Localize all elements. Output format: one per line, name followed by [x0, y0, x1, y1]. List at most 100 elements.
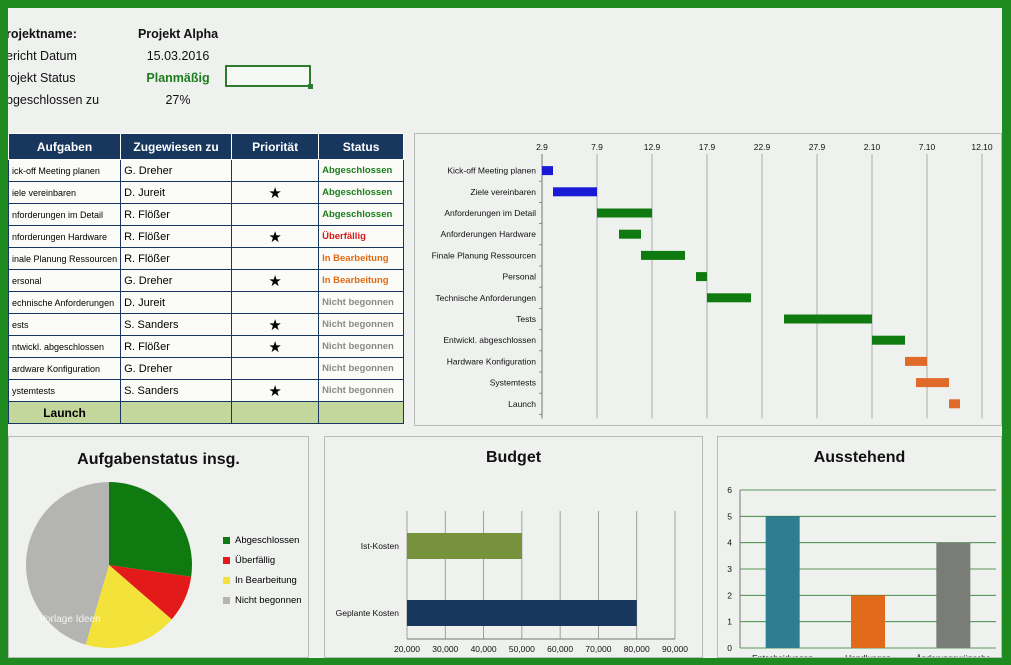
priority-cell[interactable]: ★	[231, 269, 320, 292]
table-row: inale Planung Ressourcen R. Flößer In Bear…	[8, 247, 405, 270]
gantt-bar[interactable]	[641, 250, 685, 260]
status-cell[interactable]: Abgeschlossen	[318, 159, 405, 182]
gantt-bar[interactable]	[905, 356, 927, 366]
priority-cell[interactable]	[231, 247, 320, 270]
project-status-value[interactable]: Planmäßig	[146, 71, 210, 85]
pie-slice[interactable]	[109, 482, 193, 577]
pending-tick-label: 3	[727, 564, 732, 574]
task-cell[interactable]: ntwickl. abgeschlossen	[8, 335, 122, 358]
task-cell[interactable]: echnische Anforderungen	[8, 291, 122, 314]
status-cell[interactable]: Nicht begonnen	[318, 379, 405, 402]
gantt-chart[interactable]: 2.9 7.9 12.9 17.9 22.9 27.9 2.10 7.10 12.10 Kick-…	[414, 133, 1002, 426]
report-date-value[interactable]: 15.03.2016	[146, 49, 210, 63]
task-cell[interactable]: ests	[8, 313, 122, 336]
assignee-cell[interactable]: R. Flößer	[120, 247, 233, 270]
launch-cell[interactable]: Launch	[8, 401, 122, 424]
gantt-bar[interactable]	[949, 399, 960, 409]
assignee-cell[interactable]: R. Flößer	[120, 225, 233, 248]
gantt-bar[interactable]	[597, 208, 652, 218]
status-cell[interactable]: Nicht begonnen	[318, 291, 405, 314]
priority-cell[interactable]	[231, 291, 320, 314]
gantt-bar[interactable]	[784, 314, 872, 324]
header-status[interactable]: Status	[318, 133, 405, 160]
status-cell[interactable]: Überfällig	[318, 225, 405, 248]
assignee-cell[interactable]: S. Sanders	[120, 313, 233, 336]
assignee-cell[interactable]: R. Flößer	[120, 203, 233, 226]
table-row: ardware Konfiguration G. Dreher Nicht bego…	[8, 357, 405, 380]
priority-cell[interactable]	[231, 357, 320, 380]
priority-cell[interactable]: ★	[231, 335, 320, 358]
gantt-tick-label: 2.9	[536, 142, 548, 152]
assignee-cell[interactable]: G. Dreher	[120, 357, 233, 380]
task-cell[interactable]: ersonal	[8, 269, 122, 292]
gantt-bar[interactable]	[707, 293, 751, 303]
assignee-cell[interactable]: D. Jureit	[120, 181, 233, 204]
legend-item: Nicht begonnen	[223, 590, 302, 610]
pending-bar[interactable]	[936, 542, 971, 648]
pie-slice[interactable]	[109, 565, 192, 620]
gantt-bar[interactable]	[542, 166, 553, 176]
header-assignee[interactable]: Zugewiesen zu	[120, 133, 233, 160]
priority-cell[interactable]: ★	[231, 313, 320, 336]
status-cell[interactable]: In Bearbeitung	[318, 269, 405, 292]
table-cell[interactable]	[318, 401, 405, 424]
header-priority[interactable]: Priorität	[231, 133, 320, 160]
gantt-bar[interactable]	[619, 229, 641, 239]
priority-cell[interactable]	[231, 203, 320, 226]
priority-cell[interactable]: ★	[231, 181, 320, 204]
project-name-value[interactable]: Projekt Alpha	[137, 27, 219, 41]
assignee-cell[interactable]: G. Dreher	[120, 269, 233, 292]
priority-cell[interactable]	[231, 159, 320, 182]
task-cell[interactable]: ystemtests	[8, 379, 122, 402]
task-cell[interactable]: inale Planung Ressourcen	[8, 247, 122, 270]
task-cell[interactable]: iele vereinbaren	[8, 181, 122, 204]
status-cell[interactable]: Abgeschlossen	[318, 203, 405, 226]
completed-value[interactable]: 27%	[165, 93, 191, 107]
table-cell[interactable]	[231, 401, 320, 424]
budget-bar[interactable]	[407, 533, 522, 559]
budget-tick-label: 50,000	[509, 644, 535, 654]
assignee-cell[interactable]: S. Sanders	[120, 379, 233, 402]
budget-chart-canvas: 20,000 30,000 40,000 50,000 60,000 70,000 80,0…	[336, 511, 688, 654]
pending-bar[interactable]	[851, 595, 885, 648]
pie-chart[interactable]: Aufgabenstatus insg. Vorlage Ideen Abges…	[8, 436, 309, 658]
legend-label: In Bearbeitung	[235, 574, 297, 586]
pie-slice[interactable]	[85, 565, 172, 648]
gantt-task-label: Finale Planung Ressourcen	[432, 250, 537, 260]
watermark-text: Vorlage Ideen	[39, 614, 101, 625]
gantt-bar[interactable]	[696, 272, 707, 282]
legend-item: In Bearbeitung	[223, 570, 302, 590]
priority-cell[interactable]: ★	[231, 225, 320, 248]
gantt-tick-label: 7.10	[919, 142, 936, 152]
table-row: echnische Anforderungen D. Jureit Nicht be…	[8, 291, 405, 314]
table-row: ntwickl. abgeschlossen R. Flößer ★ Nicht be…	[8, 335, 405, 358]
task-cell[interactable]: ick-off Meeting planen	[8, 159, 122, 182]
gantt-bar[interactable]	[553, 187, 597, 197]
status-cell[interactable]: In Bearbeitung	[318, 247, 405, 270]
budget-chart[interactable]: Budget 20,000 30,000 40,000 50,000 60,000 70,…	[324, 436, 703, 658]
assignee-cell[interactable]: R. Flößer	[120, 335, 233, 358]
gantt-tick-label: 7.9	[591, 142, 603, 152]
table-cell[interactable]	[120, 401, 233, 424]
header-tasks[interactable]: Aufgaben	[8, 133, 122, 160]
task-cell[interactable]: nforderungen im Detail	[8, 203, 122, 226]
status-cell[interactable]: Abgeschlossen	[318, 181, 405, 204]
task-cell[interactable]: ardware Konfiguration	[8, 357, 122, 380]
budget-bar[interactable]	[407, 600, 637, 626]
selected-cell[interactable]	[225, 65, 313, 89]
pending-chart[interactable]: Ausstehend 0 1 2 3 4 5 6 Entscheidungen Handlung…	[717, 436, 1002, 658]
pie-slice[interactable]	[26, 482, 110, 645]
status-cell[interactable]: Nicht begonnen	[318, 357, 405, 380]
assignee-cell[interactable]: D. Jureit	[120, 291, 233, 314]
gantt-bar[interactable]	[916, 378, 949, 388]
gantt-tick-label: 12.9	[644, 142, 661, 152]
task-cell[interactable]: nforderungen Hardware	[8, 225, 122, 248]
status-cell[interactable]: Nicht begonnen	[318, 313, 405, 336]
assignee-cell[interactable]: G. Dreher	[120, 159, 233, 182]
priority-cell[interactable]: ★	[231, 379, 320, 402]
status-cell[interactable]: Nicht begonnen	[318, 335, 405, 358]
launch-row: Launch	[8, 401, 405, 424]
gantt-bar[interactable]	[872, 335, 905, 345]
gantt-task-label: Hardware Konfiguration	[447, 356, 537, 366]
pending-bar[interactable]	[765, 516, 800, 648]
